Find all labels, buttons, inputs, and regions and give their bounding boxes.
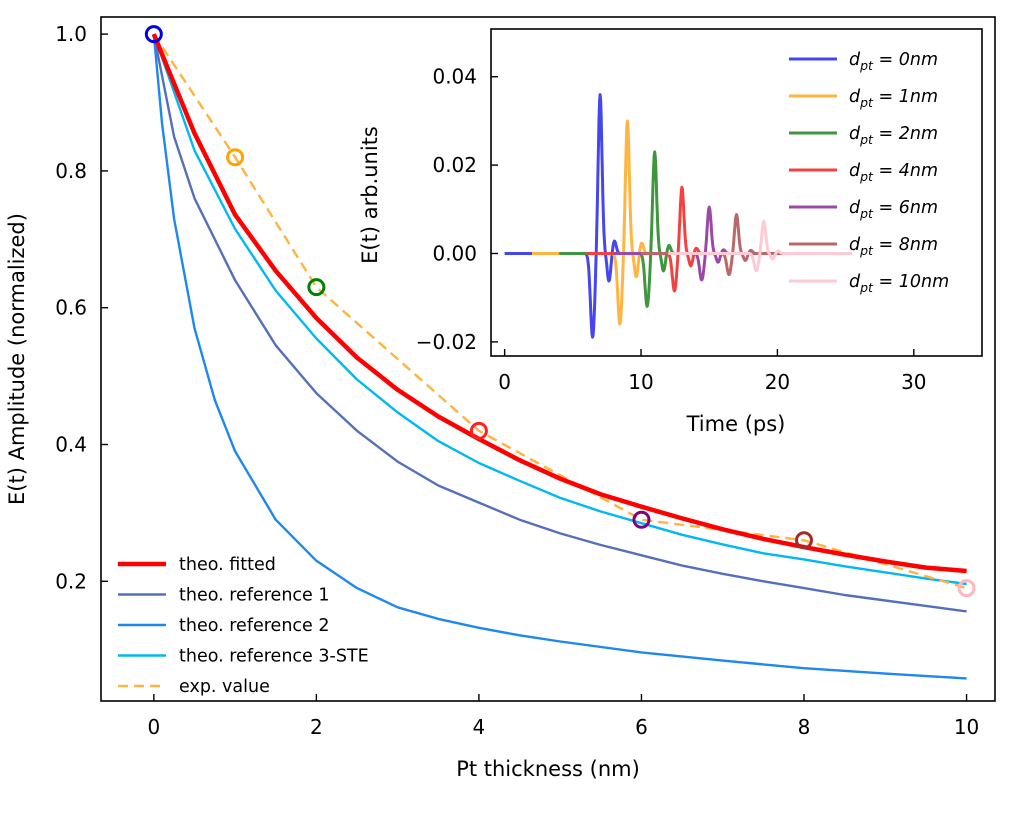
inset-y-tick-label-0: −0.02 [416,330,477,354]
inset-x-tick-label-0: 0 [498,370,511,394]
inset-background [491,29,982,356]
inset-legend: dpt = 0nm dpt = 1nm dpt = 2nm dpt = 4nm dpt … [789,50,949,295]
main-x-axis-label: Pt thickness (nm) [456,757,640,781]
inset-series-group [503,93,854,339]
inset-legend-label-6: dpt = 10nm [849,272,949,295]
main-legend-label-1: theo. reference 1 [179,586,330,606]
inset-ticks-group: 0 10 20 30 −0.02 0.00 0.02 0.04 [416,65,927,394]
main-y-axis-label: E(t) Amplitude (normalized) [5,213,29,505]
main-plot-frame [100,16,996,702]
inset-y-tick-label-3: 0.04 [432,65,477,89]
inset-plot-frame [490,28,983,357]
inset-legend-label-3: dpt = 4nm [849,161,938,184]
main-y-tick-label-4: 1.0 [55,22,87,46]
main-series-line-4 [152,33,967,590]
main-data-marker-3 [469,421,488,440]
inset-legend-label-5: dpt = 8nm [849,235,938,258]
main-x-tick-label-3: 6 [635,715,648,739]
main-series-line-0 [151,33,967,574]
main-x-tick-label-2: 4 [473,715,486,739]
inset-x-tick-label-3: 30 [901,370,926,394]
main-x-tick-label-1: 2 [310,715,323,739]
main-legend-label-4: exp. value [179,677,270,697]
main-legend-label-3: theo. reference 3-STE [179,647,369,667]
inset-legend-label-2: dpt = 2nm [849,124,938,147]
inset-y-tick-label-1: 0.00 [432,241,477,265]
inset-legend-label-0: dpt = 0nm [849,50,938,73]
main-plot: 0 2 4 6 8 10 0.2 0.4 0.6 0.8 1.0 Pt thickness (nm)… [5,16,996,781]
main-legend-label-0: theo. fitted [179,555,276,575]
inset-y-tick-label-2: 0.02 [432,153,477,177]
inset-x-tick-label-2: 20 [765,370,790,394]
main-series-line-1 [152,33,967,613]
inset-plot: 0 10 20 30 −0.02 0.00 0.02 0.04 Time (ps) E(t) … [358,28,983,436]
main-legend-label-2: theo. reference 2 [179,616,330,636]
main-data-marker-2 [307,278,326,297]
inset-x-tick-label-1: 10 [628,370,653,394]
main-y-tick-label-1: 0.4 [55,433,87,457]
main-data-marker-4 [632,510,651,529]
main-x-tick-label-4: 8 [798,715,811,739]
inset-x-axis-label: Time (ps) [686,412,786,436]
inset-series-line-6 [667,219,854,273]
main-data-marker-5 [795,531,814,550]
main-series-line-3 [152,33,967,586]
main-x-tick-label-5: 10 [954,715,979,739]
main-y-tick-label-3: 0.8 [55,159,87,183]
main-legend: theo. fitted theo. reference 1 theo. refer… [118,555,369,697]
inset-y-axis-label: E(t) arb.units [358,126,382,264]
main-data-marker-1 [226,148,245,167]
main-series-group [151,33,967,680]
main-series-line-2 [152,33,967,680]
main-x-tick-label-0: 0 [147,715,160,739]
inset-legend-label-1: dpt = 1nm [849,87,938,110]
inset-legend-label-4: dpt = 6nm [849,198,938,221]
main-data-marker-0 [144,25,163,44]
main-ticks-group: 0 2 4 6 8 10 0.2 0.4 0.6 0.8 1.0 [55,22,979,739]
main-y-tick-label-2: 0.6 [55,296,87,320]
main-markers-group [144,25,976,598]
main-data-marker-6 [957,579,976,598]
main-y-tick-label-0: 0.2 [55,569,87,593]
